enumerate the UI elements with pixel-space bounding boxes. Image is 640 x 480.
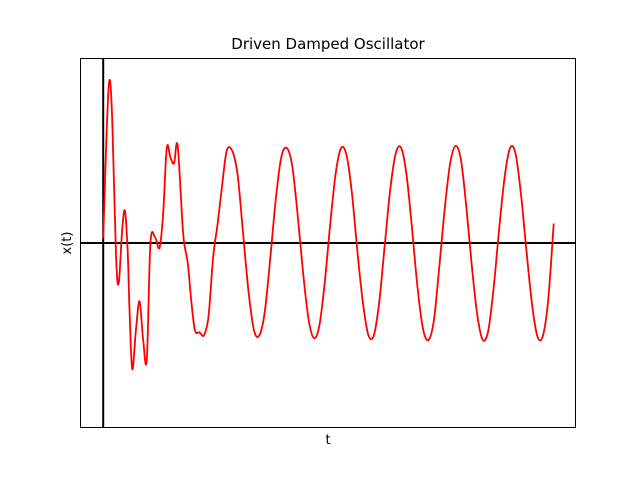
x-axis-label: t [325, 433, 330, 448]
series-layer [102, 78, 555, 371]
y-axis-label: x(t) [60, 232, 75, 255]
series-line-0 [102, 78, 555, 371]
chart-title: Driven Damped Oscillator [231, 35, 425, 53]
